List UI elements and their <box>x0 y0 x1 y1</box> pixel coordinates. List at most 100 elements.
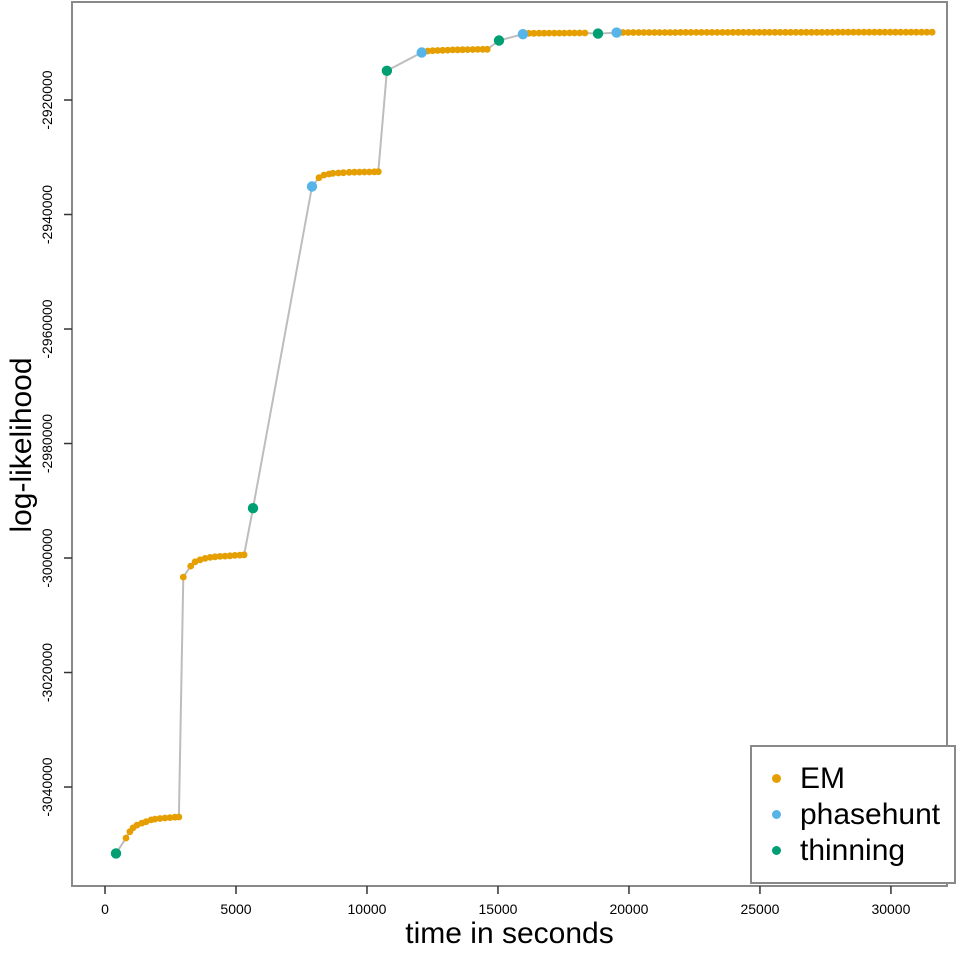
legend: EM phasehunt thinning <box>750 745 956 884</box>
data-point-em <box>216 553 224 560</box>
data-point-em <box>560 29 568 37</box>
data-point-em <box>187 562 195 570</box>
data-point-em <box>449 46 457 54</box>
thinning-marker-icon <box>772 846 781 855</box>
data-point-em <box>540 29 548 37</box>
data-point-em <box>808 28 815 36</box>
data-point-em <box>630 29 637 36</box>
data-point-em <box>439 46 447 54</box>
data-point-em <box>651 29 658 36</box>
y-tick-label: -3000000 <box>39 528 55 587</box>
data-point-thinning <box>247 503 259 514</box>
data-point-em <box>444 46 452 54</box>
y-tick-label: -2980000 <box>39 414 55 473</box>
data-point-em <box>918 28 925 36</box>
legend-item-thinning: thinning <box>772 833 954 869</box>
data-point-em <box>374 168 382 176</box>
data-point-em <box>907 28 915 36</box>
data-point-em <box>855 28 863 36</box>
data-point-em <box>571 29 578 37</box>
data-point-em <box>671 29 679 36</box>
data-point-thinning <box>381 65 393 77</box>
data-point-em <box>581 29 589 37</box>
data-point-em <box>802 28 810 36</box>
data-point-em <box>483 45 491 53</box>
data-point-em <box>635 29 643 36</box>
legend-label-thinning: thinning <box>800 833 906 867</box>
data-point-em <box>666 29 674 36</box>
data-point-em <box>365 168 373 176</box>
data-point-em <box>850 28 857 36</box>
phasehunt-marker-icon <box>772 810 781 819</box>
x-tick-label: 5000 <box>220 901 251 917</box>
data-point-thinning <box>110 848 122 859</box>
data-point-em <box>555 29 563 37</box>
data-point-em <box>356 168 363 176</box>
data-point-em <box>687 29 695 36</box>
data-point-em <box>703 29 711 36</box>
data-point-phasehunt <box>517 29 529 40</box>
data-point-em <box>240 551 248 559</box>
data-point-em <box>315 174 323 182</box>
data-point-em <box>179 573 187 581</box>
data-point-em <box>865 28 873 36</box>
y-tick-label: -3040000 <box>39 757 55 816</box>
data-point-phasehunt <box>306 181 318 192</box>
data-point-em <box>871 28 878 36</box>
data-point-em <box>677 29 684 36</box>
data-point-em <box>813 28 821 36</box>
data-point-em <box>474 46 482 53</box>
data-point-em <box>429 47 437 55</box>
data-point-em <box>335 169 342 177</box>
data-point-em <box>226 552 234 560</box>
data-point-em <box>576 29 584 37</box>
data-point-em <box>729 28 737 36</box>
data-point-em <box>766 28 773 36</box>
data-point-em <box>745 28 753 36</box>
data-point-em <box>221 552 229 560</box>
data-point-em <box>566 29 573 37</box>
data-point-em <box>692 29 700 36</box>
data-point-em <box>892 28 899 36</box>
legend-label-em: EM <box>800 761 845 795</box>
data-point-em <box>530 29 538 37</box>
x-tick-label: 15000 <box>479 901 518 917</box>
x-tick-label: 0 <box>101 901 109 917</box>
data-point-em <box>923 28 931 36</box>
data-point-em <box>881 28 889 36</box>
data-point-em <box>912 28 920 36</box>
data-point-em <box>175 813 183 821</box>
data-point-em <box>156 815 164 822</box>
data-point-em <box>469 46 477 53</box>
data-point-em <box>897 28 904 36</box>
y-tick-label: -3020000 <box>39 643 55 702</box>
data-point-em <box>640 29 648 36</box>
x-axis-title: time in seconds <box>405 917 614 950</box>
data-point-em <box>771 28 779 36</box>
data-point-em <box>231 552 239 559</box>
y-tick-label: -2920000 <box>39 70 55 129</box>
data-point-em <box>361 168 368 176</box>
data-point-phasehunt <box>416 47 427 58</box>
data-point-em <box>161 814 169 822</box>
data-point-em <box>755 28 763 36</box>
x-tick-label: 10000 <box>348 901 387 917</box>
data-point-em <box>545 29 553 37</box>
data-point-em <box>345 168 353 176</box>
legend-item-phasehunt: phasehunt <box>772 797 954 833</box>
data-point-em <box>550 29 558 37</box>
data-point-em <box>661 29 669 36</box>
data-point-em <box>902 28 910 36</box>
data-point-em <box>624 29 632 36</box>
data-point-em <box>834 28 842 36</box>
data-point-em <box>823 28 831 36</box>
data-point-em <box>459 46 466 54</box>
data-point-em <box>844 28 852 36</box>
data-point-em <box>797 28 805 36</box>
data-point-em <box>829 28 836 36</box>
data-point-em <box>750 28 758 36</box>
data-point-em <box>682 29 690 36</box>
x-tick-label: 30000 <box>871 901 910 917</box>
